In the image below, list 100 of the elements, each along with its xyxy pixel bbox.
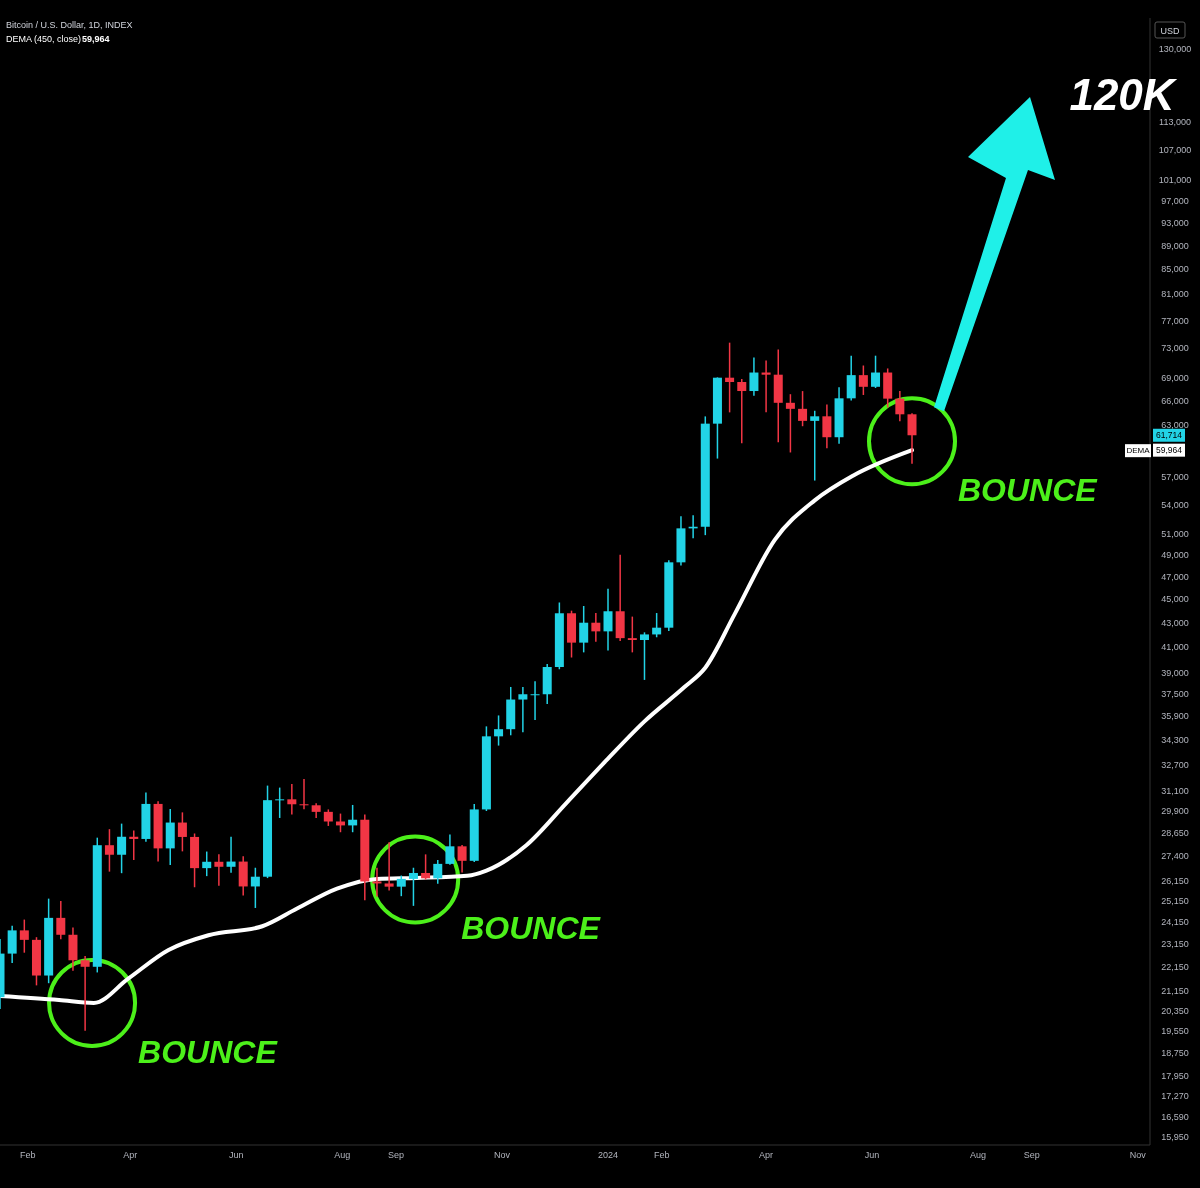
text: DEMA (450, close) [6,34,82,44]
candlestick [384,841,394,892]
candlestick [494,714,504,747]
candlestick [445,833,455,866]
candlestick [56,900,66,940]
candlestick [725,341,735,414]
x-tick-label: Sep [388,1150,405,1160]
y-tick-label: 41,000 [1161,642,1189,653]
x-tick-label: Nov [1129,1150,1147,1160]
y-tick-label: 18,750 [1161,1048,1189,1059]
candlestick [275,786,285,819]
candlestick [822,403,832,449]
y-tick-label: 15,950 [1161,1131,1189,1142]
y-tick-label: 81,000 [1161,289,1189,300]
y-axis-title: USD [1160,26,1180,36]
candlestick [214,853,224,887]
y-tick-label: 25,150 [1161,895,1189,906]
candlestick [372,866,382,898]
y-tick-label: 24,150 [1161,916,1189,927]
candlestick [785,393,795,454]
x-tick-label: Feb [20,1150,36,1160]
x-tick-label: Aug [970,1150,987,1160]
candlestick [299,778,309,810]
candlestick [579,605,589,654]
x-tick-label: Nov [494,1150,511,1160]
y-tick-label: 66,000 [1161,395,1189,406]
annotation: BOUNCE [958,472,1099,509]
x-tick-label: Jun [864,1150,880,1160]
text: 59,964 [1156,445,1182,456]
annotation: BOUNCE [138,1033,279,1070]
text: 61,714 [1156,430,1183,441]
candlestick [871,354,881,389]
y-tick-label: 77,000 [1161,315,1189,326]
candlestick [737,378,747,445]
y-tick-label: 34,300 [1161,734,1189,745]
candlestick [761,359,771,414]
y-tick-label: 69,000 [1161,372,1189,383]
y-tick-label: 31,100 [1161,785,1189,796]
candlestick [907,412,917,465]
candlestick [895,390,905,423]
y-tick-label: 20,350 [1161,1005,1189,1016]
y-tick-label: 23,150 [1161,938,1189,949]
annotation: 59,964 [82,34,110,44]
candlestick [250,866,260,909]
y-tick-label: 85,000 [1161,264,1189,275]
candlestick [846,354,856,402]
y-tick-label: 89,000 [1161,240,1189,251]
candlestick [129,829,139,861]
x-tick-label: Feb [654,1150,670,1160]
y-tick-label: 45,000 [1161,594,1189,605]
y-tick-label: 43,000 [1161,617,1189,628]
candlestick [335,812,345,833]
candlestick [80,955,90,1032]
y-tick-label: 63,000 [1161,419,1189,430]
candlestick [858,364,868,396]
y-tick-label: 73,000 [1161,343,1189,354]
y-tick-label: 27,400 [1161,851,1189,862]
y-tick-label: 19,550 [1161,1026,1189,1037]
candlestick [421,853,431,881]
candlestick [287,783,297,816]
y-tick-label: 17,950 [1161,1070,1189,1081]
candlestick [19,918,29,954]
candlestick [749,356,759,397]
candlestick [457,844,467,874]
y-tick-label: 28,650 [1161,828,1189,839]
y-tick-label: 32,700 [1161,759,1189,770]
x-tick-label: Aug [334,1150,351,1160]
annotation: DEMA [1126,446,1151,456]
x-tick-label: Apr [123,1150,138,1160]
y-tick-label: 47,000 [1161,571,1189,582]
y-tick-label: 130,000 [1158,44,1192,55]
candlestick [810,410,820,482]
line-series [0,448,915,1005]
y-tick-label: 57,000 [1161,471,1189,482]
y-tick-label: 29,900 [1161,806,1189,817]
candlestick [117,822,127,874]
annotation: BOUNCE [461,910,602,947]
candlestick [433,859,443,885]
candlestick [798,390,808,427]
x-tick-label: 2024 [597,1150,619,1160]
y-tick-label: 22,150 [1161,961,1189,972]
candlestick [177,811,187,853]
candlestick [226,836,236,874]
x-tick-label: Apr [759,1150,774,1160]
y-tick-label: 17,270 [1161,1090,1189,1101]
candlestick [627,615,637,654]
candlestick [202,850,212,877]
y-tick-label: 21,150 [1161,985,1189,996]
y-tick-label: 107,000 [1158,145,1192,156]
candlestick [518,686,528,734]
candlestick [530,680,540,721]
candlestick [396,874,406,897]
y-tick-label: 39,000 [1161,668,1189,679]
y-tick-label: 49,000 [1161,550,1189,561]
candlestick [104,828,114,873]
chart-title: Bitcoin / U.S. Dollar, 1D, INDEX [6,20,133,30]
y-tick-label: 37,500 [1161,688,1189,699]
x-tick-label: Sep [1023,1150,1040,1160]
y-tick-label: 93,000 [1161,217,1189,228]
candlestick [7,925,17,964]
